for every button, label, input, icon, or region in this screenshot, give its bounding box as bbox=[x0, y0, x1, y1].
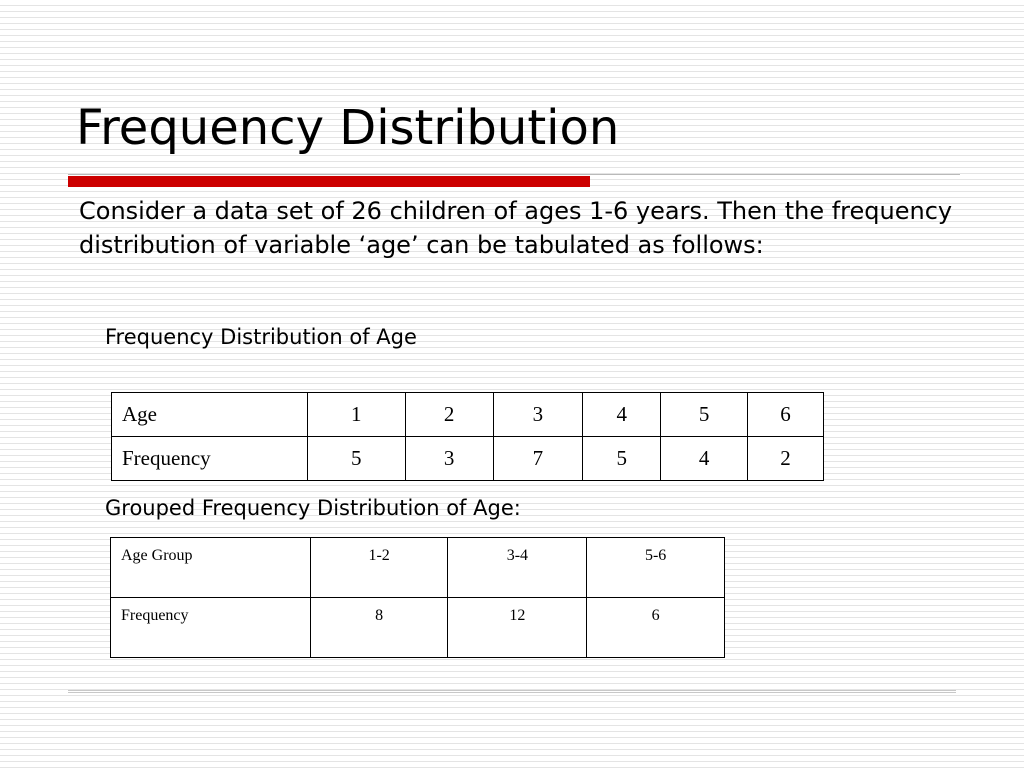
table-row: Frequency 8 12 6 bbox=[110, 597, 725, 658]
row-header-frequency: Frequency bbox=[111, 436, 308, 481]
table-row: Age 1 2 3 4 5 6 bbox=[111, 392, 824, 437]
table-cell: 6 bbox=[586, 597, 725, 658]
table-cell: 4 bbox=[660, 436, 749, 481]
age-frequency-table: Age 1 2 3 4 5 6 Frequency 5 3 7 5 4 2 bbox=[111, 392, 824, 481]
table-cell: 1 bbox=[306, 392, 406, 437]
table-cell: 12 bbox=[447, 597, 588, 658]
table-cell: 3 bbox=[492, 392, 584, 437]
table-cell: 5 bbox=[306, 436, 406, 481]
footer-divider-line bbox=[68, 690, 956, 693]
grouped-table-heading: Grouped Frequency Distribution of Age: bbox=[105, 496, 521, 520]
table-cell: 5 bbox=[660, 392, 749, 437]
table-cell: 2 bbox=[747, 436, 824, 481]
slide-title: Frequency Distribution bbox=[76, 100, 620, 156]
table-cell: 5 bbox=[582, 436, 662, 481]
table-cell: 6 bbox=[747, 392, 824, 437]
table-cell: 4 bbox=[582, 392, 662, 437]
title-accent-bar bbox=[68, 176, 590, 187]
table-cell: 8 bbox=[309, 597, 449, 658]
title-divider-line bbox=[68, 174, 960, 175]
row-header-age: Age bbox=[111, 392, 308, 437]
table-cell: 5-6 bbox=[586, 537, 725, 598]
intro-paragraph: Consider a data set of 26 children of ag… bbox=[79, 197, 953, 259]
table-cell: 3 bbox=[404, 436, 494, 481]
table-cell: 1-2 bbox=[309, 537, 449, 598]
table-cell: 7 bbox=[492, 436, 584, 481]
table-row: Age Group 1-2 3-4 5-6 bbox=[110, 537, 725, 598]
row-header-frequency: Frequency bbox=[110, 597, 311, 658]
table-row: Frequency 5 3 7 5 4 2 bbox=[111, 436, 824, 481]
age-table-heading: Frequency Distribution of Age bbox=[105, 325, 417, 349]
row-header-age-group: Age Group bbox=[110, 537, 311, 598]
grouped-frequency-table: Age Group 1-2 3-4 5-6 Frequency 8 12 6 bbox=[110, 537, 725, 658]
table-cell: 2 bbox=[404, 392, 494, 437]
table-cell: 3-4 bbox=[447, 537, 588, 598]
